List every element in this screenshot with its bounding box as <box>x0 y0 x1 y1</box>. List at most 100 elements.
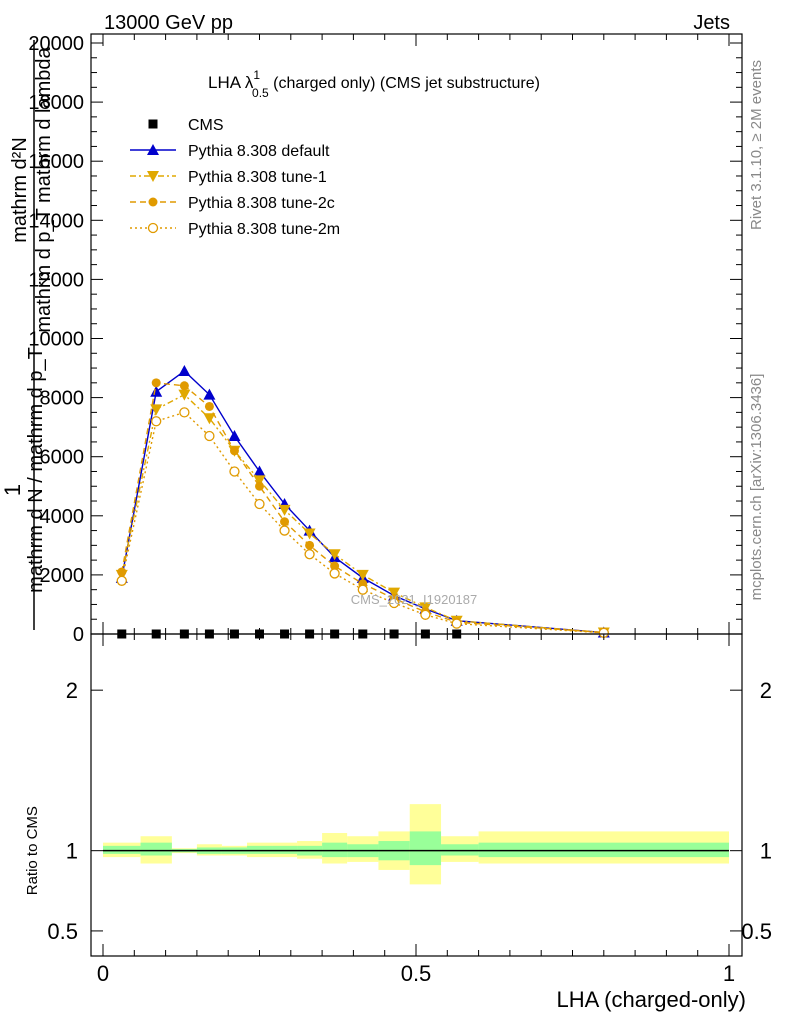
main-ytick-label: 0 <box>73 624 84 646</box>
plot-title-sub: 0.5 <box>252 86 269 100</box>
legend-marker <box>148 197 158 207</box>
data-point <box>451 618 462 629</box>
legend: CMS Pythia 8.308 default Pythia 8.308 tune… <box>130 117 340 238</box>
data-point <box>303 528 316 540</box>
legend-marker <box>147 171 159 182</box>
plot-title-main: LHA λ <box>208 73 254 92</box>
data-point <box>304 549 315 560</box>
header-left: 13000 GeV pp <box>104 12 233 34</box>
main-ytick-label: 12000 <box>28 269 84 291</box>
band-inner <box>441 844 479 856</box>
data-point <box>253 465 266 477</box>
series-line <box>121 411 604 634</box>
data-point <box>253 475 266 487</box>
band-inner <box>246 845 273 854</box>
data-point <box>117 567 127 577</box>
data-point <box>328 549 341 561</box>
main-ylabel-num: mathrm d²N <box>9 137 31 243</box>
data-point <box>178 389 191 401</box>
legend-marker <box>148 119 158 129</box>
data-point <box>305 540 315 550</box>
data-point <box>420 609 431 620</box>
data-point <box>151 378 161 388</box>
data-point <box>228 430 241 442</box>
band-inner <box>140 842 172 856</box>
data-point <box>116 575 127 586</box>
data-point <box>229 446 239 456</box>
main-ytick-label: 18000 <box>28 92 84 114</box>
main-ytick-label: 20000 <box>28 33 84 55</box>
data-point <box>356 569 369 581</box>
data-point <box>150 385 163 397</box>
data-point <box>254 498 265 510</box>
data-point <box>388 597 400 609</box>
main-ytick-label: 6000 <box>40 447 85 469</box>
main-ylabel-den: mathrm d p_T mathrm d lambda <box>33 46 55 332</box>
band-inner <box>409 831 442 866</box>
legend-label: Pythia 8.308 default <box>188 143 330 160</box>
x-axis-label: LHA (charged-only) <box>556 987 746 1012</box>
legend-label: CMS <box>188 117 224 134</box>
band-inner <box>478 842 729 858</box>
main-ylabel-den2: mathrm d N / mathrm d p_T <box>25 347 47 593</box>
data-point <box>330 561 340 571</box>
ratio-bands <box>103 804 729 885</box>
series-pythia-8-308-tune-2c <box>117 378 609 638</box>
legend-marker <box>147 144 159 155</box>
ratio-xtick-label: 0.5 <box>401 961 432 986</box>
plot-title-sup: 1 <box>253 68 260 82</box>
legend-label: Pythia 8.308 tune-2c <box>188 195 335 212</box>
band-inner <box>322 842 348 858</box>
plot-title: LHA λ1 0.5 (charged only) (CMS jet substr… <box>208 68 540 100</box>
series-line <box>121 393 604 634</box>
ratio-xtick-label: 0 <box>97 961 109 986</box>
ratio-ytick-label: 2 <box>66 678 78 703</box>
data-point <box>357 584 368 595</box>
band-inner <box>272 845 298 854</box>
legend-marker <box>147 222 159 234</box>
plot-title-suffix: (charged only) (CMS jet substructure) <box>269 75 540 92</box>
ratio-ytick-label: 0.5 <box>47 919 78 944</box>
ratio-ytick-label-right: 2 <box>760 678 772 703</box>
data-point <box>280 517 290 527</box>
data-point <box>279 525 290 536</box>
data-point <box>229 466 240 477</box>
mcplots-label: mcplots.cern.ch [arXiv:1306.3436] <box>748 374 765 601</box>
band-inner <box>103 845 141 854</box>
main-ytick-label: 10000 <box>28 329 84 351</box>
ratio-ytick-label-right: 0.5 <box>741 919 772 944</box>
data-point <box>203 388 216 400</box>
data-point <box>329 568 340 579</box>
rivet-label: Rivet 3.1.10, ≥ 2M events <box>748 60 765 230</box>
ratio-ytick-label-right: 1 <box>760 839 772 864</box>
data-point <box>151 416 162 427</box>
main-ytick-label: 2000 <box>40 565 85 587</box>
data-point <box>204 401 214 411</box>
data-point <box>179 381 189 391</box>
series-line <box>121 382 604 634</box>
legend-label: Pythia 8.308 tune-1 <box>188 169 327 186</box>
data-point <box>203 413 216 425</box>
main-ytick-label: 4000 <box>40 506 85 528</box>
header-right: Jets <box>693 12 730 34</box>
data-point <box>178 365 191 377</box>
main-ytick-label: 8000 <box>40 388 85 410</box>
main-ytick-label: 14000 <box>28 210 84 232</box>
main-ytick-label: 16000 <box>28 151 84 173</box>
watermark: CMS_2021_I1920187 <box>351 592 478 607</box>
main-ylabel: 1 mathrm d²N mathrm d p_T mathrm d lambda m… <box>0 40 55 630</box>
data-point <box>278 504 291 516</box>
data-point <box>150 404 163 416</box>
data-point <box>204 430 215 442</box>
ratio-ylabel: Ratio to CMS <box>24 806 41 895</box>
data-point <box>255 481 264 491</box>
ratio-xtick-label: 1 <box>723 961 735 986</box>
legend-label: Pythia 8.308 tune-2m <box>188 221 340 238</box>
data-point <box>388 587 401 599</box>
ratio-ytick-label: 1 <box>66 839 78 864</box>
data-point <box>179 407 190 418</box>
main-ylabel-one: 1 <box>0 484 25 496</box>
